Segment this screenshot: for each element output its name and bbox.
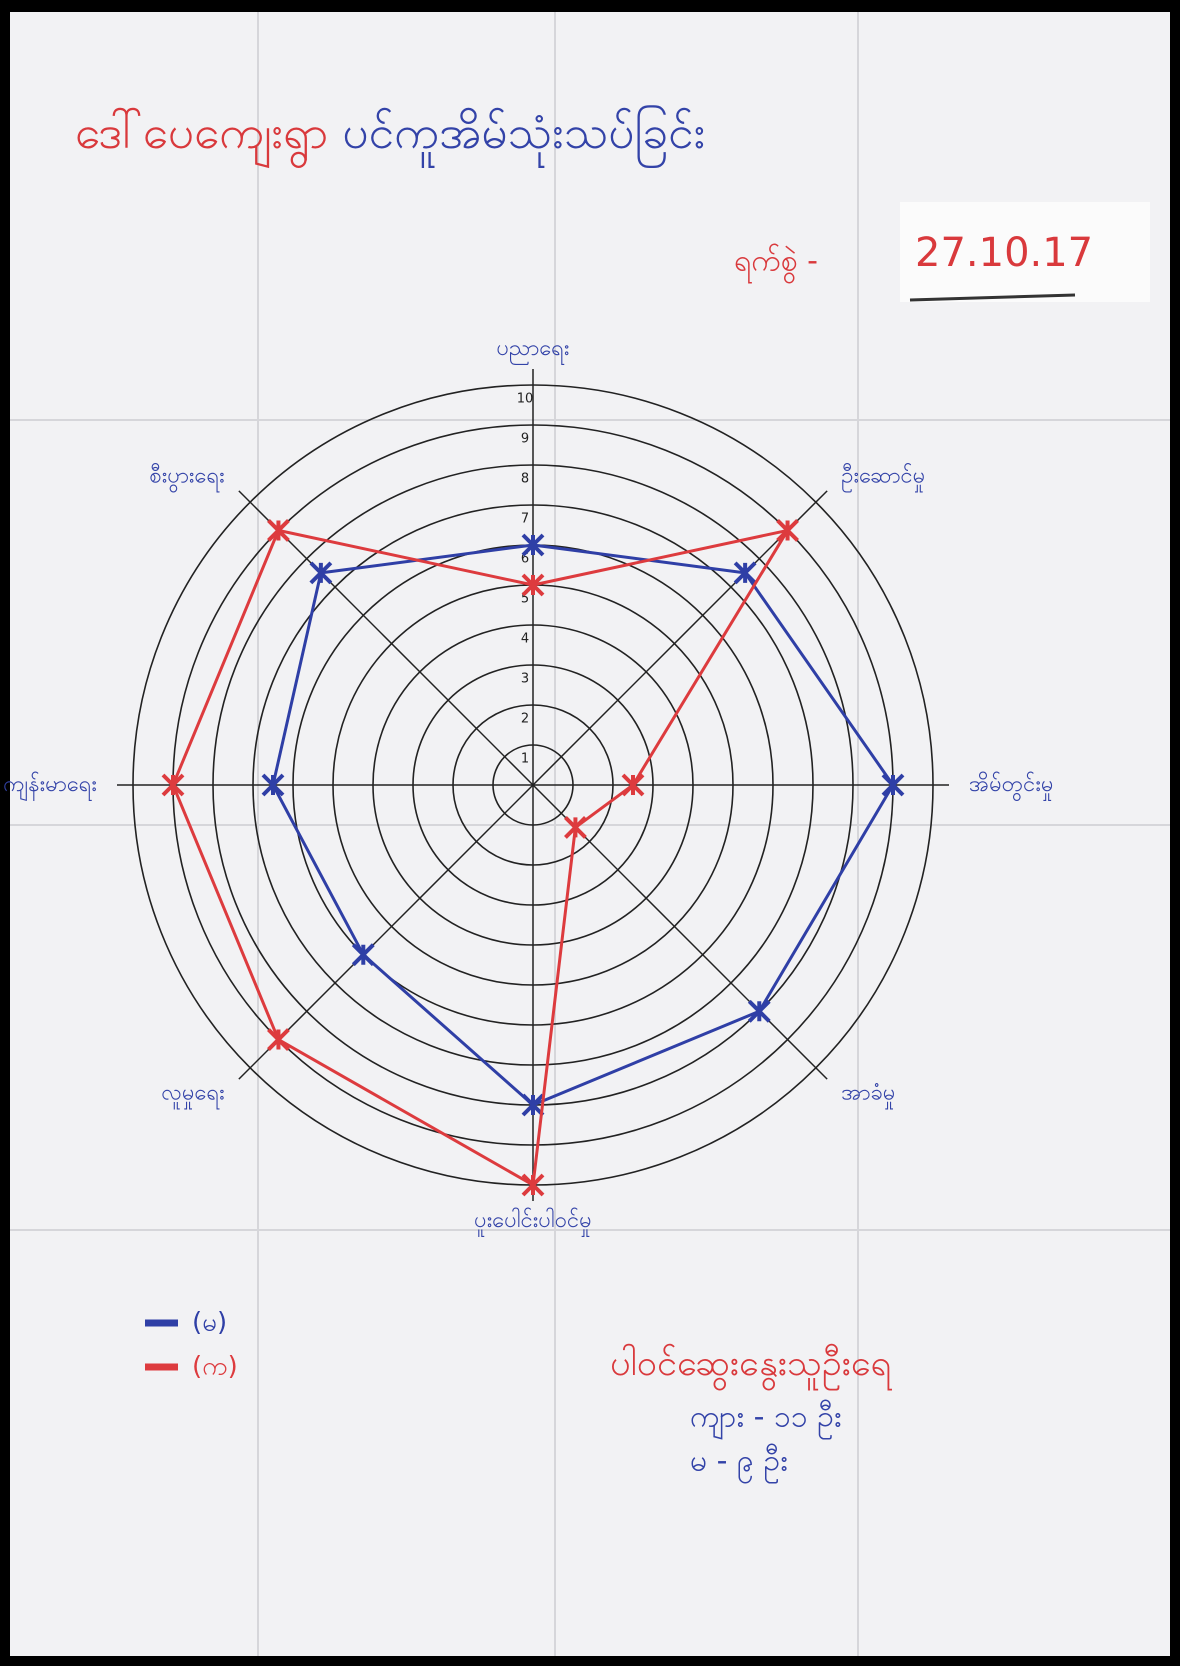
page: ဒေါ်ပေကျေးရွာပင်ကူအိမ်သုံးသပ်ခြင်း ရက်စွ… xyxy=(0,0,1180,1666)
r-tick-label: 2 xyxy=(521,712,529,727)
chart: ဒေါ်ပေကျေးရွာပင်ကူအိမ်သုံးသပ်ခြင်း ရက်စွ… xyxy=(0,0,1180,1666)
r-tick-label: 8 xyxy=(521,472,529,487)
note-line: မ - ၉ ဦး xyxy=(690,1444,788,1485)
category-label: ပူးပေါင်းပါဝင်မှု xyxy=(474,1207,592,1237)
category-label: ကျန်းမာရေး xyxy=(3,771,97,801)
legend-label: (က) xyxy=(192,1352,238,1382)
date: 27.10.17 xyxy=(915,230,1093,276)
r-tick-label: 7 xyxy=(521,512,529,527)
legend-label: (မ) xyxy=(192,1308,227,1338)
r-tick-label: 10 xyxy=(517,392,534,407)
category-label: ပညာရေး xyxy=(496,336,569,365)
date-label: ရက်စွဲ - xyxy=(734,244,818,285)
r-tick-label: 9 xyxy=(521,432,529,447)
r-tick-label: 4 xyxy=(521,632,529,647)
note-line: ကျား - ၁၁ ဦး xyxy=(690,1400,842,1441)
r-tick-label: 3 xyxy=(521,672,529,687)
r-tick-label: 1 xyxy=(521,752,529,767)
note-title: ပါဝင်ဆွေးနွေးသူဦးရေ xyxy=(610,1343,892,1391)
category-label: အာခံမှု xyxy=(841,1080,895,1109)
category-label: ဦးဆောင်မှု xyxy=(841,463,925,493)
category-label: လူမှုရေး xyxy=(161,1080,224,1109)
